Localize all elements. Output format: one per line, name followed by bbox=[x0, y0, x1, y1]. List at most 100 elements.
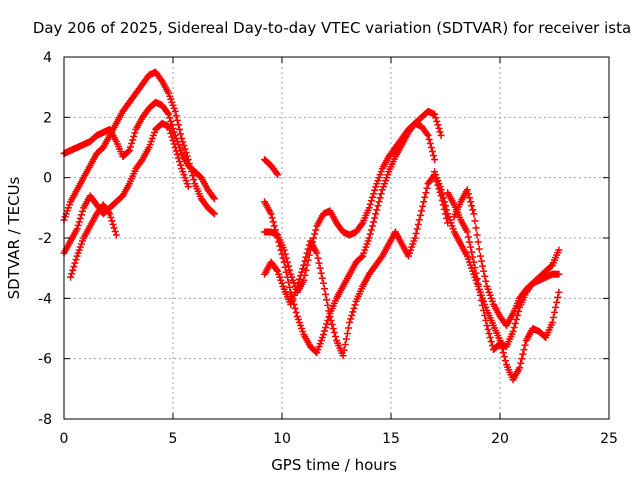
data-point-marker bbox=[342, 335, 350, 343]
data-point-marker bbox=[431, 156, 439, 164]
data-point-marker bbox=[482, 277, 490, 285]
data-point-marker bbox=[422, 189, 430, 197]
data-point-marker bbox=[166, 126, 174, 134]
data-point-marker bbox=[267, 210, 275, 218]
series-arc-3 bbox=[60, 119, 192, 257]
data-point-marker bbox=[180, 141, 188, 149]
data-point-marker bbox=[304, 245, 312, 253]
data-point-marker bbox=[315, 259, 323, 267]
data-point-marker bbox=[77, 211, 85, 219]
data-point-marker bbox=[555, 270, 563, 278]
data-point-marker bbox=[367, 197, 375, 205]
x-tick-label: 0 bbox=[60, 431, 69, 447]
data-point-marker bbox=[173, 151, 181, 159]
data-point-marker bbox=[172, 147, 180, 155]
data-point-marker bbox=[411, 234, 419, 242]
data-point-marker bbox=[438, 190, 446, 198]
data-point-marker bbox=[463, 228, 471, 236]
data-point-marker bbox=[285, 262, 293, 270]
data-point-marker bbox=[412, 229, 420, 237]
data-point-marker bbox=[485, 330, 493, 338]
data-point-marker bbox=[428, 148, 436, 156]
data-point-marker bbox=[467, 243, 475, 251]
data-point-marker bbox=[371, 186, 379, 194]
data-point-marker bbox=[172, 112, 180, 120]
y-tick-label: 4 bbox=[43, 50, 52, 66]
data-point-marker bbox=[323, 296, 331, 304]
data-point-marker bbox=[424, 131, 432, 139]
data-point-marker bbox=[475, 286, 483, 294]
data-point-marker bbox=[474, 280, 482, 288]
data-point-marker bbox=[311, 230, 319, 238]
data-point-marker bbox=[464, 190, 472, 198]
data-point-marker bbox=[416, 211, 424, 219]
data-point-marker bbox=[328, 320, 336, 328]
data-point-marker bbox=[555, 288, 563, 296]
data-point-marker bbox=[437, 186, 445, 194]
data-point-marker bbox=[322, 290, 330, 298]
data-point-marker bbox=[167, 129, 175, 137]
data-point-marker bbox=[76, 214, 84, 222]
data-point-marker bbox=[479, 301, 487, 309]
data-point-marker bbox=[512, 315, 520, 323]
data-point-marker bbox=[124, 148, 132, 156]
data-point-marker bbox=[170, 128, 178, 136]
data-point-marker bbox=[346, 318, 354, 326]
data-point-marker bbox=[436, 128, 444, 136]
data-point-marker bbox=[358, 253, 366, 261]
y-tick-label: 0 bbox=[43, 171, 52, 187]
data-point-marker bbox=[177, 130, 185, 138]
data-point-marker bbox=[552, 303, 560, 311]
data-point-marker bbox=[427, 144, 435, 151]
data-point-marker bbox=[430, 152, 438, 160]
data-point-marker bbox=[420, 198, 428, 206]
data-point-marker bbox=[67, 273, 75, 281]
y-tick-label: -2 bbox=[38, 231, 52, 247]
data-point-marker bbox=[71, 259, 79, 267]
data-point-marker bbox=[157, 76, 165, 84]
data-point-marker bbox=[366, 230, 374, 238]
data-point-marker bbox=[501, 357, 509, 365]
y-axis-title: SDTVAR / TECUs bbox=[5, 176, 23, 299]
data-point-marker bbox=[105, 208, 113, 216]
data-point-marker bbox=[125, 147, 133, 155]
data-point-marker bbox=[547, 262, 555, 270]
data-points bbox=[60, 68, 563, 384]
data-point-marker bbox=[111, 227, 119, 235]
data-point-marker bbox=[79, 207, 87, 215]
data-point-marker bbox=[112, 231, 120, 239]
data-point-marker bbox=[510, 323, 518, 331]
data-point-marker bbox=[370, 218, 378, 226]
series-arc-6 bbox=[261, 119, 439, 296]
data-point-marker bbox=[442, 202, 449, 210]
data-point-marker bbox=[365, 234, 373, 242]
data-point-marker bbox=[470, 258, 478, 266]
data-point-marker bbox=[170, 140, 178, 148]
data-point-marker bbox=[293, 282, 301, 290]
data-point-marker bbox=[73, 225, 81, 233]
data-point-marker bbox=[169, 124, 177, 132]
axis-ticks: 420-2-4-6-80 5 10 15 20 25 bbox=[38, 50, 618, 447]
data-point-marker bbox=[268, 214, 276, 222]
data-point-marker bbox=[440, 198, 448, 206]
data-point-marker bbox=[330, 329, 338, 337]
series-arc-11 bbox=[450, 186, 563, 329]
data-point-marker bbox=[210, 210, 218, 218]
data-point-marker bbox=[368, 193, 376, 201]
y-tick-label: -4 bbox=[38, 291, 52, 307]
data-point-marker bbox=[481, 272, 489, 280]
data-point-marker bbox=[321, 327, 329, 335]
data-point-marker bbox=[269, 218, 277, 226]
data-point-marker bbox=[313, 249, 321, 257]
data-point-marker bbox=[521, 341, 529, 349]
data-point-marker bbox=[349, 308, 357, 316]
data-point-marker bbox=[418, 207, 426, 215]
x-tick-label: 20 bbox=[491, 431, 509, 447]
data-point-marker bbox=[164, 109, 172, 117]
data-point-marker bbox=[551, 308, 558, 316]
series-arc-4 bbox=[67, 201, 120, 281]
data-point-marker bbox=[377, 190, 385, 198]
data-point-marker bbox=[344, 324, 352, 332]
data-point-marker bbox=[413, 225, 421, 233]
data-point-marker bbox=[75, 218, 83, 226]
